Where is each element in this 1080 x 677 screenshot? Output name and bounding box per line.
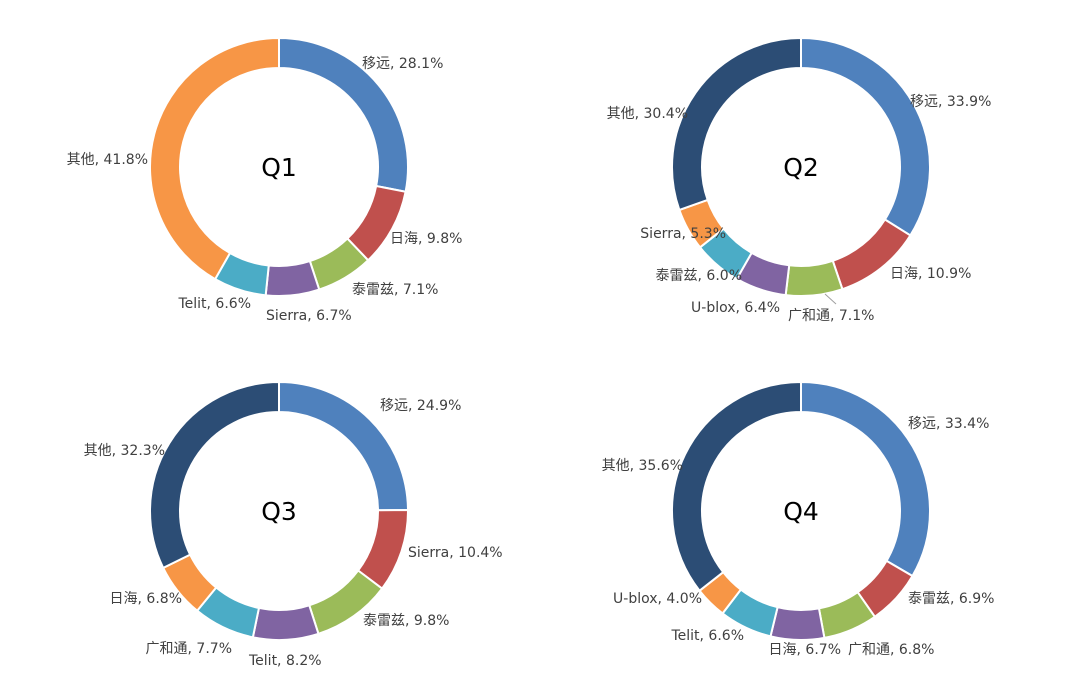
data-label-sierra: Sierra, 10.4% — [408, 545, 503, 561]
data-label-others: 其他, 32.3% — [84, 443, 165, 459]
donut-chart-q1: 移远, 28.1% 日海, 9.8% 泰雷兹, 7.1%Sierra, 6.7% Te… — [67, 36, 462, 324]
slice-others — [671, 36, 802, 212]
leader-line-fibocom — [824, 293, 837, 305]
data-label-fibocom: 广和通, 7.1% — [788, 308, 874, 324]
donut-chart-q2: 移远, 33.9% 日海, 10.9% 广和通, 7.1% U-blox, 6.4% 泰… — [607, 36, 991, 324]
slice-sierra — [264, 259, 321, 297]
data-label-sunsea: 日海, 9.8% — [390, 231, 462, 247]
data-label-others: 其他, 41.8% — [67, 152, 148, 168]
data-label-thales: 泰雷兹, 7.1% — [352, 282, 438, 298]
donut-chart-q4: 移远, 33.4% 泰雷兹, 6.9% 广和通, 6.8% 日海, 6.7% Telit… — [602, 380, 994, 658]
data-label-telit: Telit, 6.6% — [670, 628, 744, 644]
slice-others — [149, 36, 280, 281]
data-label-sunsea: 日海, 10.9% — [890, 266, 971, 282]
data-label-others: 其他, 35.6% — [602, 458, 683, 474]
data-label-telit: Telit, 6.6% — [177, 296, 251, 312]
data-label-others: 其他, 30.4% — [607, 106, 688, 122]
data-label-quectel: 移远, 33.9% — [910, 94, 991, 110]
data-label-quectel: 移远, 24.9% — [380, 398, 461, 414]
data-label-quectel: 移远, 33.4% — [908, 416, 989, 432]
data-label-fibocom: 广和通, 6.8% — [848, 642, 934, 658]
data-label-quectel: 移远, 28.1% — [362, 56, 443, 72]
slice-others — [149, 380, 280, 570]
data-label-thales: 泰雷兹, 9.8% — [363, 613, 449, 629]
data-label-sierra: Sierra, 6.7% — [266, 308, 352, 324]
chart-title: Q3 — [261, 497, 297, 526]
data-label-fibocom: 广和通, 7.7% — [146, 641, 232, 657]
chart-title: Q2 — [783, 153, 819, 182]
chart-title: Q1 — [261, 153, 297, 182]
chart-title: Q4 — [783, 497, 819, 526]
data-label-sunsea: 日海, 6.8% — [110, 591, 182, 607]
data-label-u-blox: U-blox, 6.4% — [691, 300, 780, 316]
slice-others — [671, 380, 802, 593]
data-label-telit: Telit, 8.2% — [248, 653, 322, 669]
data-label-thales: 泰雷兹, 6.9% — [908, 591, 994, 607]
slice-telit — [251, 604, 320, 641]
data-label-sierra: Sierra, 5.3% — [640, 226, 726, 242]
data-label-sunsea: 日海, 6.7% — [769, 642, 841, 658]
data-label-u-blox: U-blox, 4.0% — [613, 591, 702, 607]
data-label-thales: 泰雷兹, 6.0% — [656, 268, 742, 284]
slice-fibocom — [784, 259, 844, 297]
donut-chart-q3: 移远, 24.9% Sierra, 10.4% 泰雷兹, 9.8% Telit, 8.… — [84, 380, 503, 669]
slice-sunsea — [769, 605, 826, 641]
